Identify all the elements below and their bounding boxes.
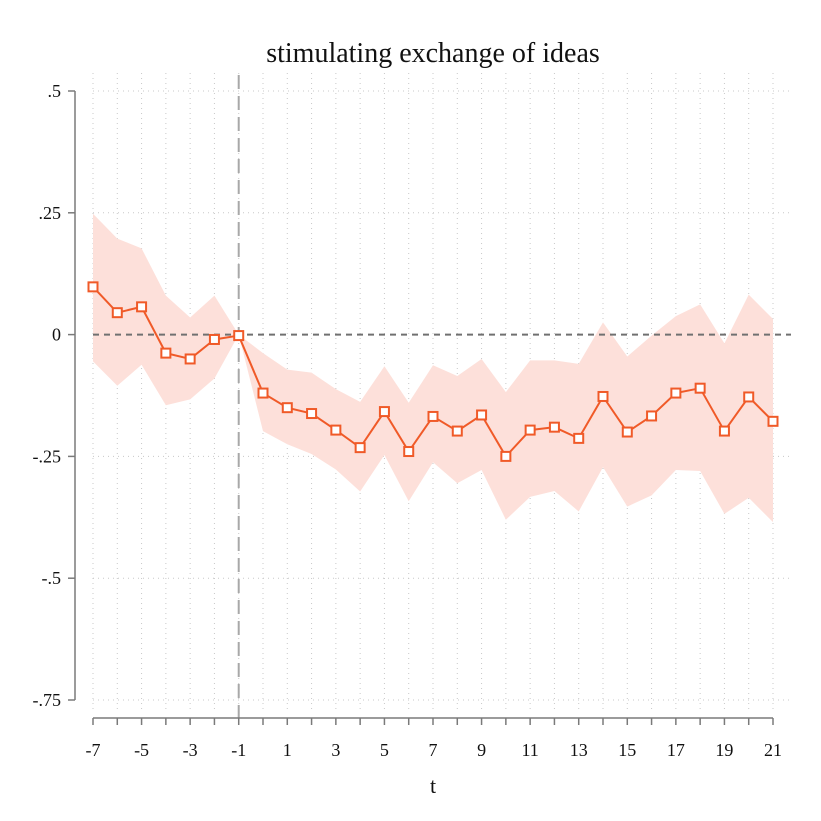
data-point <box>476 409 488 421</box>
data-point <box>646 410 658 422</box>
confidence-band <box>93 213 773 523</box>
x-tick-label: 15 <box>618 740 636 760</box>
data-point <box>743 391 755 403</box>
data-point <box>306 408 318 420</box>
confidence-band-layer <box>93 213 773 523</box>
data-point <box>500 450 512 462</box>
data-point <box>621 426 633 438</box>
x-tick-label: 11 <box>521 740 538 760</box>
data-point <box>184 353 196 365</box>
y-tick-label: .25 <box>39 203 62 223</box>
x-tick-label: 21 <box>764 740 782 760</box>
y-tick-label: .5 <box>48 81 62 101</box>
data-point <box>767 415 779 427</box>
x-tick-label: 9 <box>477 740 486 760</box>
data-point <box>451 425 463 437</box>
data-point <box>208 333 220 345</box>
data-point <box>354 442 366 454</box>
data-point <box>694 382 706 394</box>
data-point <box>281 402 293 414</box>
data-point <box>670 387 682 399</box>
y-tick-label: -.5 <box>42 568 62 588</box>
x-tick-label: -3 <box>183 740 198 760</box>
data-point <box>524 424 536 436</box>
data-point <box>87 281 99 293</box>
series-layer <box>87 281 779 462</box>
chart-title: stimulating exchange of ideas <box>266 38 600 69</box>
data-point <box>573 432 585 444</box>
data-point <box>403 446 415 458</box>
y-tick-label: -.25 <box>33 446 62 466</box>
data-point <box>378 406 390 418</box>
data-point <box>160 347 172 359</box>
x-tick-label: 1 <box>283 740 292 760</box>
data-point <box>233 330 245 342</box>
x-tick-label: -1 <box>231 740 246 760</box>
x-tick-label: 7 <box>429 740 438 760</box>
y-tick-label: -.75 <box>33 690 62 710</box>
data-point <box>427 410 439 422</box>
data-point <box>718 425 730 437</box>
x-tick-label: -5 <box>134 740 149 760</box>
x-tick-label: 13 <box>570 740 588 760</box>
x-tick-label: 19 <box>715 740 733 760</box>
reference-lines <box>93 75 791 718</box>
data-point <box>548 421 560 433</box>
x-tick-label: 3 <box>331 740 340 760</box>
x-tick-labels: -7 -5 -3 -1 1 3 5 7 9 11 13 15 17 19 21 <box>86 740 783 760</box>
axes <box>68 90 774 725</box>
data-point <box>597 390 609 402</box>
data-point <box>257 387 269 399</box>
x-tick-label: 5 <box>380 740 389 760</box>
x-axis-label: t <box>430 773 436 798</box>
data-point <box>111 307 123 319</box>
data-point <box>136 301 148 313</box>
x-tick-label: -7 <box>86 740 101 760</box>
data-point <box>330 424 342 436</box>
y-tick-labels: .5 .25 0 -.25 -.5 -.75 <box>33 81 62 710</box>
y-tick-label: 0 <box>52 325 61 345</box>
x-tick-label: 17 <box>667 740 685 760</box>
